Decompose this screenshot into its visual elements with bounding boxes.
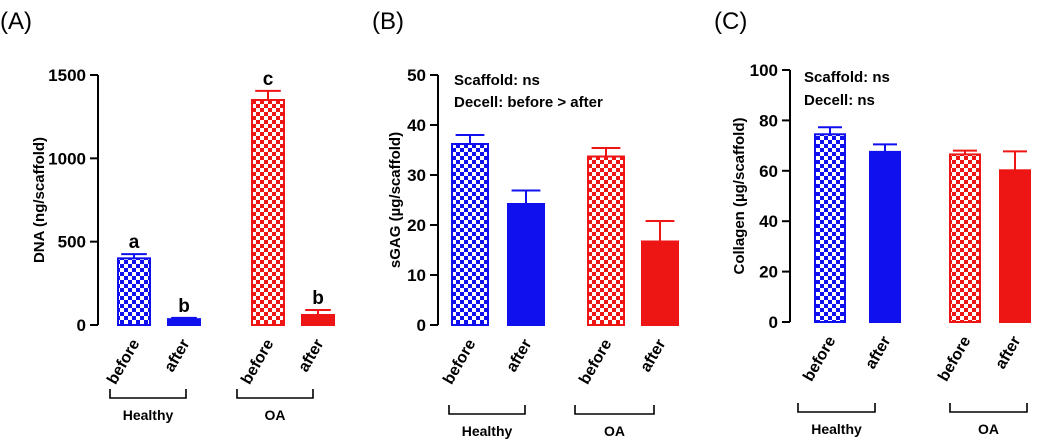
y-tick-label: 40 [407, 116, 426, 135]
y-tick-label: 0 [769, 313, 778, 332]
y-axis-label: DNA (ng/scaffold) [31, 137, 48, 263]
chart-panel-c: (C) 0 20 40 60 80 100 Collagen (µg/scaffold) bef… [714, 8, 1031, 437]
stat-annotation: Scaffold: ns [454, 72, 540, 89]
bar [451, 143, 489, 326]
y-tick-label: 1000 [48, 149, 86, 168]
category-label: after [992, 334, 1024, 373]
stat-annotation: Scaffold: ns [804, 69, 890, 86]
panel-letter: (C) [714, 8, 747, 35]
y-tick-label: 0 [417, 316, 426, 335]
y-tick-label: 10 [407, 266, 426, 285]
bar [949, 153, 981, 323]
bar [814, 133, 846, 323]
y-tick-label: 500 [58, 233, 86, 252]
y-axis-label: Collagen (µg/scaffold) [731, 118, 748, 275]
panel-letter: (B) [372, 8, 404, 35]
category-label: after [295, 337, 327, 376]
group-label: Healthy [123, 407, 174, 423]
y-axis-label: sGAG (µg/scaffold) [387, 132, 404, 268]
y-tick-label: 1500 [48, 66, 86, 85]
category-label: before [104, 336, 143, 387]
group-label: Healthy [811, 421, 862, 437]
y-tick-label: 50 [407, 66, 426, 85]
significance-label: c [263, 69, 274, 90]
category-label: after [161, 337, 193, 376]
bar [301, 314, 335, 326]
y-tick-label: 20 [759, 263, 778, 282]
panel-letter: (A) [0, 8, 32, 35]
y-tick-label: 30 [407, 166, 426, 185]
y-tick-label: 100 [750, 61, 778, 80]
stat-annotation: Decell: before > after [454, 94, 603, 111]
category-label: after [503, 337, 535, 376]
y-tick-label: 20 [407, 216, 426, 235]
group-bracket [109, 389, 187, 399]
bar [641, 240, 679, 326]
y-tick-label: 80 [759, 111, 778, 130]
significance-label: a [129, 232, 140, 253]
bar [999, 169, 1031, 323]
significance-label: b [178, 296, 190, 317]
chart-panel-b: (B) 0 10 20 30 40 50 sGAG (µg/scaffold) before af… [372, 8, 679, 439]
significance-label: b [312, 288, 324, 309]
category-label: before [935, 333, 974, 384]
group-bracket [236, 389, 314, 399]
bar [507, 203, 545, 326]
stat-annotation: Decell: ns [804, 92, 875, 109]
chart-panel-a: (A) 0 500 1000 1500 DNA (ng/scaffold) a before b… [0, 8, 335, 423]
category-label: before [238, 336, 277, 387]
category-label: after [862, 334, 894, 373]
group-bracket [949, 403, 1028, 413]
bar [167, 318, 201, 326]
group-bracket [574, 405, 655, 415]
bar [251, 99, 285, 326]
y-tick-label: 40 [759, 212, 778, 231]
y-tick-label: 60 [759, 162, 778, 181]
group-bracket [448, 405, 526, 415]
bar [869, 150, 901, 323]
group-label: OA [265, 407, 286, 423]
group-bracket [797, 403, 876, 413]
group-label: OA [604, 423, 625, 439]
category-label: before [800, 333, 839, 384]
bar [587, 155, 625, 326]
y-tick-label: 0 [77, 316, 86, 335]
group-label: OA [978, 421, 999, 437]
category-label: before [576, 336, 615, 387]
category-label: before [440, 336, 479, 387]
bar [117, 257, 151, 327]
group-label: Healthy [462, 423, 513, 439]
category-label: after [637, 337, 669, 376]
